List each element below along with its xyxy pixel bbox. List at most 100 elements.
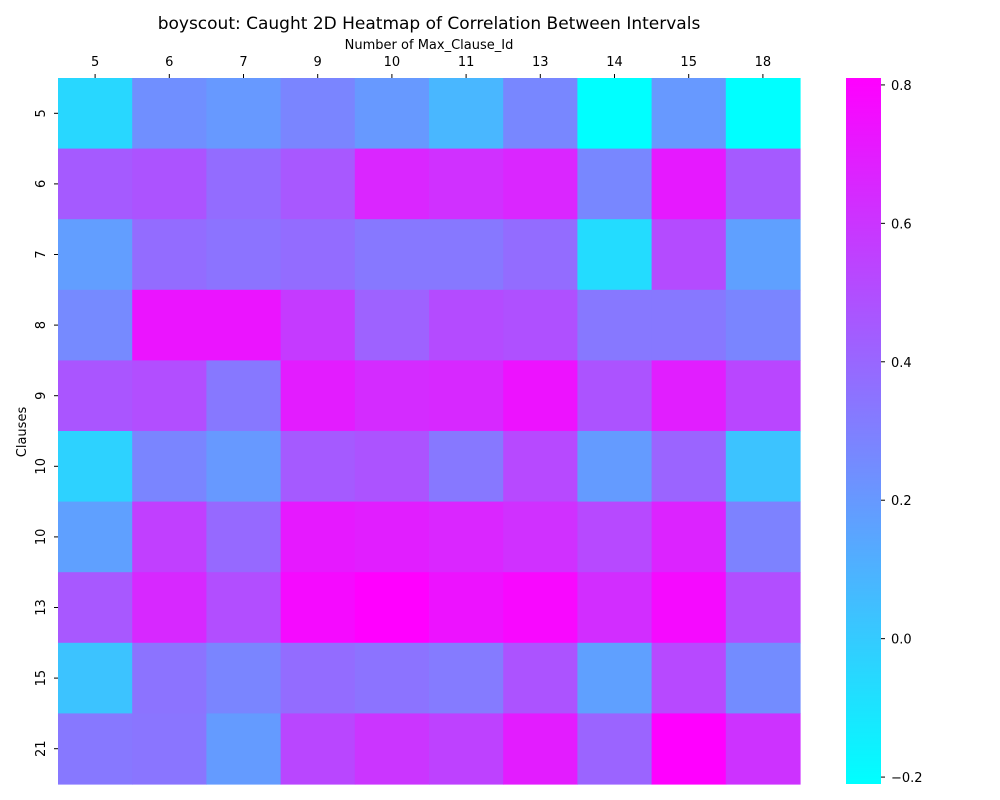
y-tick-label: 9 (34, 392, 49, 400)
heatmap-cell (503, 501, 578, 573)
heatmap-cell (503, 431, 578, 503)
heatmap-cell (58, 360, 133, 432)
y-tick-label: 7 (34, 250, 49, 258)
heatmap-cell (206, 148, 282, 220)
heatmap-cell (280, 642, 356, 714)
heatmap-cell (725, 289, 801, 361)
y-tick-label: 13 (34, 599, 49, 616)
heatmap-cell (577, 642, 653, 714)
heatmap-cell (429, 148, 504, 220)
colorbar-tick-label: 0.0 (891, 633, 912, 648)
colorbar-tick-label: 0.8 (891, 79, 912, 94)
heatmap-cell (354, 431, 430, 503)
heatmap-cell (354, 642, 430, 714)
heatmap-cell (280, 289, 356, 361)
heatmap-cell (577, 78, 653, 150)
heatmap-cell (206, 431, 282, 503)
heatmap-cell (132, 713, 207, 785)
heatmap-cell (429, 78, 504, 150)
heatmap-cell (429, 572, 504, 644)
colorbar-tick-label: 0.2 (891, 494, 912, 509)
heatmap-cell (725, 642, 801, 714)
x-tick-label: 18 (755, 55, 772, 70)
heatmap-cell (577, 501, 653, 573)
x-tick-label: 15 (680, 55, 697, 70)
heatmap-cell (354, 713, 430, 785)
heatmap-cell (725, 219, 801, 291)
heatmap-cell (206, 713, 282, 785)
heatmap-cell (725, 360, 801, 432)
heatmap-cell (725, 78, 801, 150)
y-tick-label: 15 (34, 670, 49, 687)
heatmap-cell (503, 78, 578, 150)
heatmap-cell (577, 713, 653, 785)
heatmap-cell (354, 501, 430, 573)
heatmap-cell (58, 501, 133, 573)
heatmap-cell (58, 78, 133, 150)
heatmap-cell (280, 219, 356, 291)
heatmap-cell (354, 148, 430, 220)
heatmap-cell (577, 289, 653, 361)
heatmap-cell (429, 431, 504, 503)
heatmap-cell (132, 642, 207, 714)
heatmap-cell (577, 148, 653, 220)
heatmap-cell (429, 713, 504, 785)
heatmap-cell (651, 572, 727, 644)
y-tick-label: 8 (34, 321, 49, 329)
heatmap-cell (132, 148, 207, 220)
heatmap-cell (206, 289, 282, 361)
heatmap-cell (725, 431, 801, 503)
x-tick-label: 10 (384, 55, 401, 70)
heatmap-cell (132, 360, 207, 432)
heatmap-cell (429, 360, 504, 432)
heatmap-cell (132, 572, 207, 644)
heatmap-cell (132, 431, 207, 503)
heatmap-cell (132, 219, 207, 291)
heatmap-cell (280, 572, 356, 644)
heatmap-cell (206, 219, 282, 291)
heatmap-cell (429, 642, 504, 714)
heatmap-cell (280, 713, 356, 785)
heatmap-cell (725, 501, 801, 573)
heatmap-cell (651, 219, 727, 291)
colorbar-ticks: −0.2 0.0 0.2 0.4 0.6 0.8 (881, 79, 923, 786)
heatmap-cell (132, 289, 207, 361)
heatmap-cell (577, 360, 653, 432)
heatmap-cell (503, 572, 578, 644)
colorbar-tick-label: 0.6 (891, 217, 912, 232)
heatmap-cell (503, 360, 578, 432)
heatmap-cell (206, 572, 282, 644)
heatmap-cell (651, 501, 727, 573)
heatmap-cell (577, 431, 653, 503)
heatmap-cell (503, 219, 578, 291)
heatmap-cell (280, 148, 356, 220)
y-tick-label: 6 (34, 180, 49, 188)
heatmap-cell (206, 642, 282, 714)
x-tick-label: 13 (532, 55, 549, 70)
heatmap-cell (429, 289, 504, 361)
y-tick-label: 21 (34, 740, 49, 757)
heatmap-cell (725, 148, 801, 220)
heatmap-cell (280, 360, 356, 432)
heatmap-cell (651, 289, 727, 361)
x-tick-label: 6 (165, 55, 173, 70)
heatmap-cell (132, 501, 207, 573)
x-tick-label: 11 (458, 55, 475, 70)
heatmap-cell (725, 713, 801, 785)
colorbar (846, 78, 881, 784)
heatmap-cell (58, 572, 133, 644)
x-tick-label: 9 (314, 55, 322, 70)
heatmap-cell (206, 78, 282, 150)
heatmap-cell (577, 572, 653, 644)
heatmap-cell (354, 219, 430, 291)
heatmap-cell (58, 642, 133, 714)
chart-title: boyscout: Caught 2D Heatmap of Correlati… (158, 14, 701, 34)
y-tick-label: 5 (34, 109, 49, 117)
heatmap-cell (651, 148, 727, 220)
heatmap-cell (58, 713, 133, 785)
heatmap-cell (58, 289, 133, 361)
x-tick-label: 5 (91, 55, 99, 70)
heatmap-cell (429, 219, 504, 291)
heatmap-cell (503, 148, 578, 220)
